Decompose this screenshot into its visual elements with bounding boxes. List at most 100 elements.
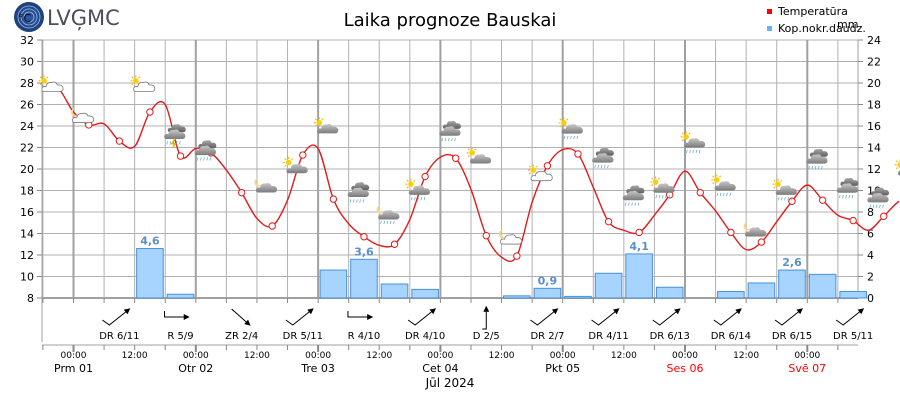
wind-indicator: D 2/5 xyxy=(473,305,500,342)
left-axis-tick-label: 28 xyxy=(20,77,34,90)
right-axis-tick-label: 12 xyxy=(867,163,881,176)
temperature-point xyxy=(146,108,154,116)
rain-cloudy-icon xyxy=(347,182,370,203)
legend-swatch-icon xyxy=(767,9,772,14)
wind-label: D 2/5 xyxy=(473,331,500,342)
temperature-point xyxy=(543,162,552,170)
left-axis-tick-label: 30 xyxy=(20,56,34,69)
left-axis-tick-label: 8 xyxy=(27,292,34,305)
wind-indicator: ZR 2/4 xyxy=(225,308,258,342)
wind-label: DR 4/11 xyxy=(588,331,628,342)
precipitation-bar xyxy=(380,283,409,299)
right-axis-unit: mm xyxy=(837,18,858,31)
rain-cloudy-icon xyxy=(622,185,645,207)
wind-indicator: DR 6/15 xyxy=(772,308,812,342)
left-axis-tick-label: 20 xyxy=(20,163,34,176)
wind-indicator: DR 4/10 xyxy=(405,308,445,342)
precipitation-bar-label: 4,1 xyxy=(629,240,649,253)
day-label: Ses 06 xyxy=(667,362,704,375)
wind-arrow-icon xyxy=(164,311,190,320)
hour-label: 00:00 xyxy=(305,351,331,361)
cloudy-day-icon xyxy=(466,147,492,164)
wind-indicator: DR 6/13 xyxy=(650,308,690,342)
legend: Temperatūra Kop.nokr.daudz. xyxy=(767,5,866,35)
rain-day-icon xyxy=(894,159,900,176)
wind-label: ZR 2/4 xyxy=(225,331,258,342)
weather-icons xyxy=(38,75,900,245)
partly-cloudy-night-icon xyxy=(498,229,523,245)
wind-arrow-icon xyxy=(407,308,437,326)
wind-label: DR 6/11 xyxy=(99,331,139,342)
left-axis-unit: °C xyxy=(18,12,32,25)
rain-cloudy-icon xyxy=(592,147,614,169)
right-axis-tick-label: 8 xyxy=(867,206,874,219)
precipitation-bar xyxy=(747,282,776,299)
legend-label: Temperatūra xyxy=(777,5,848,18)
hour-label: 12:00 xyxy=(489,351,515,361)
left-axis-tick-label: 18 xyxy=(20,185,34,198)
temperature-point xyxy=(360,233,368,241)
wind-label: DR 4/10 xyxy=(405,331,445,342)
wind-indicator: R 5/9 xyxy=(164,311,194,342)
temperature-point xyxy=(604,217,613,226)
temperature-point xyxy=(237,188,246,197)
precipitation-bar xyxy=(350,258,378,299)
wind-indicator: DR 4/11 xyxy=(588,308,629,342)
legend-item-temperature: Temperatūra xyxy=(767,5,848,18)
hour-label: 12:00 xyxy=(122,351,148,361)
temperature-line xyxy=(42,85,900,263)
temperature-point xyxy=(299,151,307,159)
left-axis-tick-label: 24 xyxy=(20,120,34,133)
rain-cloudy-icon xyxy=(836,177,859,199)
rain-day-icon xyxy=(711,174,736,197)
wind-label: DR 6/15 xyxy=(772,331,812,342)
precipitation-bar-label: 4,6 xyxy=(140,235,160,248)
left-axis-tick-label: 16 xyxy=(20,206,34,219)
thunderstorm-icon xyxy=(164,124,186,149)
wind-row: DR 6/11 R 5/9 ZR 2/4 DR 5/11 R 4/10 DR 4/10 D … xyxy=(99,305,873,342)
hour-label: 12:00 xyxy=(733,351,759,361)
precipitation-bar xyxy=(136,248,164,299)
left-axis-tick-label: 12 xyxy=(20,249,34,262)
legend-label: Kop.nokr.daudz. xyxy=(778,22,866,35)
right-axis-tick-label: 2 xyxy=(867,271,874,284)
wind-arrow-icon xyxy=(482,305,490,330)
day-label: Otr 02 xyxy=(178,362,213,375)
wind-arrow-icon xyxy=(231,308,251,326)
right-axis-tick-label: 20 xyxy=(867,77,881,90)
temperature-point xyxy=(421,172,429,181)
wind-arrow-icon xyxy=(285,308,314,326)
right-axis-tick-label: 6 xyxy=(867,228,874,241)
legend-item-precipitation: Kop.nokr.daudz. xyxy=(767,22,866,35)
temperature-point xyxy=(849,216,857,225)
temperature-point xyxy=(513,252,521,260)
precipitation-bar-label: 3,6 xyxy=(354,245,374,258)
temperature-curve xyxy=(42,85,900,263)
wind-label: DR 6/13 xyxy=(650,331,690,342)
precipitation-bar xyxy=(839,291,867,299)
precipitation-bar xyxy=(564,295,592,299)
right-axis-tick-label: 22 xyxy=(867,56,881,69)
temperature-point xyxy=(574,150,582,158)
hour-label: 00:00 xyxy=(427,351,453,361)
wind-indicator: DR 5/11 xyxy=(833,308,873,342)
rain-cloudy-icon xyxy=(806,148,828,170)
rain-cloudy-icon xyxy=(439,120,461,142)
temperature-point xyxy=(635,228,643,237)
hour-label: 12:00 xyxy=(366,351,392,361)
precipitation-bar-label: 2,6 xyxy=(782,256,802,269)
precipitation-bar xyxy=(166,293,195,299)
right-axis-tick-label: 0 xyxy=(867,292,874,305)
wind-indicator: DR 2/7 xyxy=(530,308,564,342)
cloudy-day-icon xyxy=(283,157,308,174)
hour-label: 00:00 xyxy=(183,351,209,361)
precipitation-bar xyxy=(319,269,348,299)
precipitation-bar xyxy=(503,295,531,299)
temperature-point xyxy=(880,212,888,221)
hour-label: 12:00 xyxy=(244,351,270,361)
logo-text: LVĢMC xyxy=(47,6,120,30)
wind-arrow-icon xyxy=(347,311,374,320)
temperature-point xyxy=(727,228,735,237)
precipitation-bar xyxy=(717,291,745,299)
rain-cloudy-icon xyxy=(194,140,217,162)
